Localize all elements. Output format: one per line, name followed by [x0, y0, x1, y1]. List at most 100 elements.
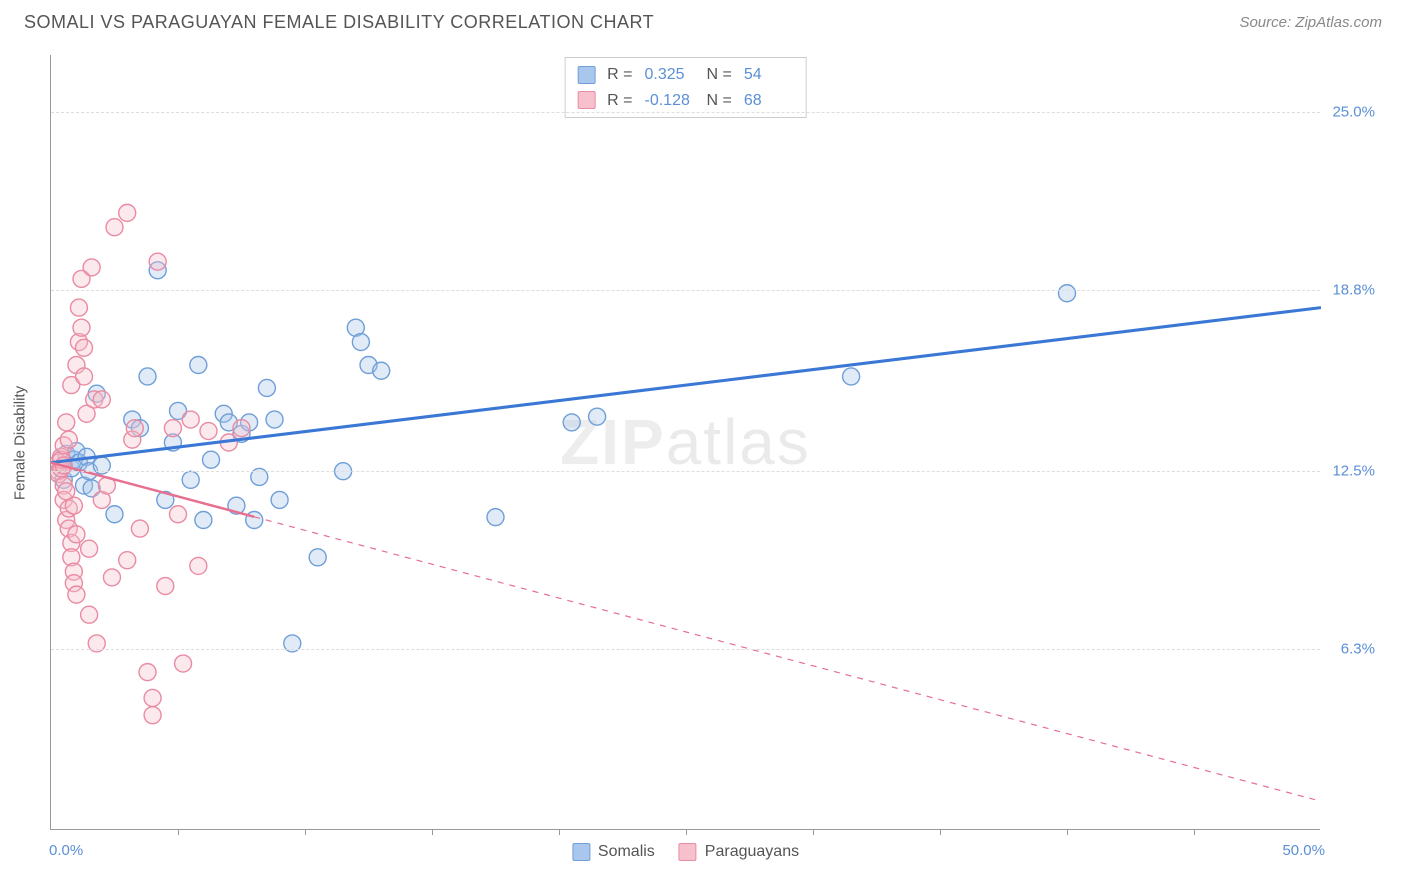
x-tick	[686, 829, 687, 835]
stats-row: R =0.325N =54	[577, 62, 794, 88]
scatter-point	[563, 414, 580, 431]
legend-swatch	[577, 66, 595, 84]
gridline	[51, 649, 1320, 650]
y-tick-label: 18.8%	[1332, 282, 1375, 299]
scatter-point	[589, 408, 606, 425]
scatter-point	[53, 448, 70, 465]
scatter-point	[347, 319, 364, 336]
x-axis-min-label: 0.0%	[49, 842, 83, 859]
x-tick	[432, 829, 433, 835]
stat-n-label: N =	[707, 62, 732, 88]
legend-swatch	[577, 91, 595, 109]
scatter-point	[83, 480, 100, 497]
scatter-point	[175, 655, 192, 672]
scatter-point	[149, 253, 166, 270]
scatter-point	[65, 575, 82, 592]
scatter-point	[139, 368, 156, 385]
x-tick	[178, 829, 179, 835]
scatter-point	[76, 339, 93, 356]
gridline	[51, 471, 1320, 472]
scatter-point	[124, 431, 141, 448]
scatter-point	[241, 414, 258, 431]
scatter-point	[487, 509, 504, 526]
legend-label: Paraguayans	[705, 843, 799, 861]
scatter-point	[65, 497, 82, 514]
chart-title: SOMALI VS PARAGUAYAN FEMALE DISABILITY C…	[24, 12, 654, 33]
stats-row: R =-0.128N =68	[577, 88, 794, 114]
scatter-point	[119, 552, 136, 569]
scatter-point	[73, 270, 90, 287]
scatter-point	[182, 411, 199, 428]
scatter-point	[126, 420, 143, 437]
scatter-point	[78, 405, 95, 422]
x-axis-max-label: 50.0%	[1282, 842, 1325, 859]
scatter-point	[157, 578, 174, 595]
gridline	[51, 112, 1320, 113]
scatter-point	[220, 434, 237, 451]
scatter-point	[1059, 285, 1076, 302]
stats-box: R =0.325N =54R =-0.128N =68	[564, 57, 807, 118]
scatter-point	[195, 512, 212, 529]
y-tick-label: 25.0%	[1332, 104, 1375, 121]
scatter-point	[63, 377, 80, 394]
legend-item: Somalis	[572, 843, 655, 861]
header: SOMALI VS PARAGUAYAN FEMALE DISABILITY C…	[0, 0, 1406, 41]
source-label: Source: ZipAtlas.com	[1239, 14, 1382, 31]
y-tick-label: 12.5%	[1332, 463, 1375, 480]
scatter-point	[93, 491, 110, 508]
stat-r-label: R =	[607, 62, 632, 88]
scatter-point	[215, 405, 232, 422]
scatter-point	[258, 379, 275, 396]
x-tick	[1067, 829, 1068, 835]
scatter-point	[246, 512, 263, 529]
scatter-point	[88, 385, 105, 402]
scatter-point	[131, 520, 148, 537]
scatter-point	[182, 471, 199, 488]
scatter-point	[70, 454, 87, 471]
stat-r-label: R =	[607, 88, 632, 114]
scatter-point	[83, 259, 100, 276]
scatter-point	[170, 506, 187, 523]
plot-area: ZIPatlas R =0.325N =54R =-0.128N =68 0.0…	[50, 55, 1320, 830]
scatter-point	[144, 707, 161, 724]
scatter-point	[63, 460, 80, 477]
scatter-point	[271, 491, 288, 508]
scatter-point	[76, 477, 93, 494]
x-tick	[305, 829, 306, 835]
x-tick	[813, 829, 814, 835]
scatter-point	[266, 411, 283, 428]
scatter-point	[73, 319, 90, 336]
scatter-point	[76, 368, 93, 385]
scatter-point	[157, 491, 174, 508]
scatter-point	[106, 219, 123, 236]
scatter-point	[63, 549, 80, 566]
scatter-point	[68, 443, 85, 460]
scatter-point	[190, 357, 207, 374]
scatter-point	[68, 586, 85, 603]
legend-item: Paraguayans	[679, 843, 799, 861]
gridline	[51, 290, 1320, 291]
trend-line-extrapolated	[254, 517, 1321, 802]
bottom-legend: Somalis Paraguayans	[572, 843, 799, 861]
scatter-point	[360, 357, 377, 374]
scatter-point	[65, 563, 82, 580]
scatter-point	[124, 411, 141, 428]
scatter-point	[58, 483, 75, 500]
scatter-point	[119, 204, 136, 221]
scatter-point	[60, 500, 77, 517]
scatter-point	[53, 460, 70, 477]
scatter-point	[55, 477, 72, 494]
scatter-point	[68, 357, 85, 374]
scatter-point	[93, 391, 110, 408]
trend-line	[51, 308, 1321, 463]
scatter-point	[149, 262, 166, 279]
x-tick	[940, 829, 941, 835]
scatter-point	[78, 448, 95, 465]
scatter-point	[58, 414, 75, 431]
scatter-point	[203, 451, 220, 468]
scatter-point	[58, 512, 75, 529]
stat-n-value: 68	[744, 88, 794, 114]
scatter-point	[68, 526, 85, 543]
scatter-point	[58, 445, 75, 462]
stat-n-label: N =	[707, 88, 732, 114]
